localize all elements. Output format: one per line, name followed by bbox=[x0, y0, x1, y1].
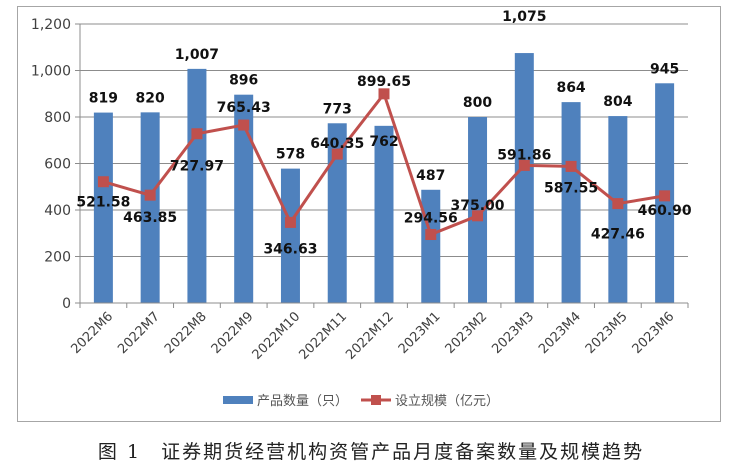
legend-bar-swatch-icon bbox=[223, 396, 253, 404]
bar-value-label: 945 bbox=[650, 61, 679, 77]
y-tick-label: 600 bbox=[44, 157, 71, 173]
line-marker bbox=[97, 176, 109, 188]
bar bbox=[608, 116, 628, 303]
bar bbox=[468, 117, 488, 303]
line-value-label: 727.97 bbox=[170, 159, 224, 175]
bar-value-label: 1,007 bbox=[175, 47, 219, 63]
bar bbox=[93, 112, 113, 304]
line-value-label: 427.46 bbox=[591, 227, 645, 243]
bar-value-label: 1,075 bbox=[502, 9, 546, 25]
line-value-label: 521.58 bbox=[76, 195, 130, 211]
bar-data-labels: 819 820 1,007 896 578 773 762 487 800 1,075 864 804… bbox=[89, 9, 679, 184]
line-value-label: 460.90 bbox=[638, 203, 692, 219]
line-series bbox=[97, 88, 671, 241]
line-value-label: 294.56 bbox=[404, 211, 458, 227]
chart-frame: 0 200 400 600 800 1,000 1,200 2022M6 2022M7 2022… bbox=[17, 6, 721, 422]
line-value-label: 765.43 bbox=[217, 100, 271, 116]
line-value-label: 899.65 bbox=[357, 74, 411, 90]
y-tick-label: 1,000 bbox=[31, 64, 71, 80]
y-tick-label: 1,200 bbox=[31, 17, 71, 33]
bar bbox=[327, 123, 347, 303]
x-tick-label: 2023M3 bbox=[489, 309, 537, 357]
line-marker bbox=[612, 198, 624, 210]
bar-value-label: 578 bbox=[276, 147, 305, 163]
y-tick-label: 0 bbox=[62, 296, 71, 312]
x-tick-label: 2022M6 bbox=[68, 309, 116, 357]
x-tick-label: 2023M2 bbox=[443, 309, 491, 357]
x-tick-label: 2023M4 bbox=[536, 309, 584, 357]
line-marker bbox=[284, 216, 296, 228]
x-tick-label: 2022M11 bbox=[296, 309, 350, 363]
figure-caption-text: 证券期货经营机构资管产品月度备案数量及规模趋势 bbox=[161, 441, 645, 463]
line-value-label: 375.00 bbox=[451, 198, 505, 214]
x-axis: 2022M62022M72022M82022M92022M102022M1120… bbox=[68, 302, 689, 363]
bar-value-label: 804 bbox=[603, 94, 632, 110]
bar-value-label: 762 bbox=[369, 134, 398, 150]
bar-value-label: 896 bbox=[229, 73, 258, 89]
line-marker bbox=[472, 210, 484, 222]
bar bbox=[234, 94, 254, 304]
line-marker bbox=[331, 148, 343, 160]
bar-value-label: 800 bbox=[463, 95, 492, 111]
x-tick-label: 2023M6 bbox=[630, 309, 678, 357]
line-marker bbox=[144, 189, 156, 201]
line-marker bbox=[238, 119, 250, 131]
y-tick-label: 400 bbox=[44, 203, 71, 219]
bar bbox=[280, 168, 300, 303]
bar-value-label: 820 bbox=[136, 90, 165, 106]
x-tick-label: 2022M9 bbox=[209, 309, 257, 357]
x-tick-label: 2022M10 bbox=[250, 309, 304, 363]
legend: 产品数量（只） 设立规模（亿元） bbox=[223, 394, 499, 409]
legend-line-swatch-icon bbox=[361, 395, 391, 405]
x-tick-label: 2022M12 bbox=[343, 309, 397, 363]
bar bbox=[421, 189, 441, 303]
figure-number: 图 1 bbox=[97, 441, 142, 463]
line-value-label: 463.85 bbox=[123, 210, 177, 226]
bar bbox=[514, 53, 534, 303]
y-tick-label: 800 bbox=[44, 110, 71, 126]
line-value-label: 640.35 bbox=[310, 136, 364, 152]
bar bbox=[561, 102, 581, 304]
y-tick-label: 200 bbox=[44, 250, 71, 266]
bar bbox=[374, 125, 394, 304]
bar bbox=[140, 112, 160, 303]
legend-line-label: 设立规模（亿元） bbox=[395, 394, 499, 409]
bar-value-label: 487 bbox=[416, 168, 445, 184]
figure-caption: 图 1 证券期货经营机构资管产品月度备案数量及规模趋势 bbox=[0, 437, 742, 464]
line-marker bbox=[565, 160, 577, 172]
line-marker bbox=[378, 88, 390, 100]
line-marker bbox=[425, 229, 437, 241]
bar-value-label: 773 bbox=[323, 101, 352, 117]
bar-series bbox=[93, 53, 675, 304]
bar-value-label: 864 bbox=[556, 80, 585, 96]
line-marker bbox=[191, 128, 203, 140]
x-tick-label: 2023M5 bbox=[583, 309, 631, 357]
x-tick-label: 2022M7 bbox=[115, 309, 163, 357]
line-marker bbox=[659, 190, 671, 202]
bar-value-label: 819 bbox=[89, 91, 118, 107]
bar bbox=[187, 68, 207, 303]
x-tick-label: 2023M1 bbox=[396, 309, 444, 357]
x-tick-label: 2022M8 bbox=[162, 309, 210, 357]
line-value-label: 591.86 bbox=[497, 147, 551, 163]
line-value-label: 587.55 bbox=[544, 180, 598, 196]
legend-bar-label: 产品数量（只） bbox=[257, 394, 348, 409]
line-marker bbox=[518, 159, 530, 171]
line-value-label: 346.63 bbox=[263, 241, 317, 257]
y-axis: 0 200 400 600 800 1,000 1,200 bbox=[31, 17, 81, 312]
